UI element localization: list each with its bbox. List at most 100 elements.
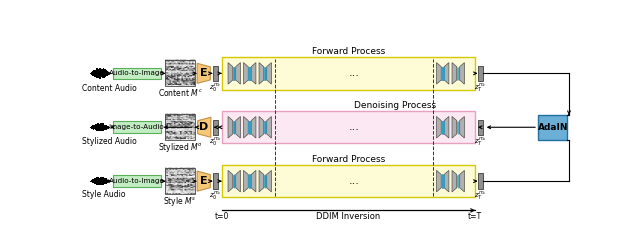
Bar [107,126,108,129]
Bar [249,120,250,134]
Bar [108,72,109,75]
Bar [102,177,103,185]
Bar [441,67,442,80]
Bar [95,178,96,184]
Bar [99,124,100,131]
Polygon shape [259,116,264,138]
Bar [248,67,249,80]
Text: Content $M^c$: Content $M^c$ [157,87,202,98]
Bar [93,125,95,129]
Bar [97,123,99,131]
Bar [443,175,444,187]
Bar [93,71,94,76]
Bar [102,69,103,78]
Bar [457,67,458,80]
Text: AdaIN: AdaIN [538,123,568,132]
Bar [107,71,108,76]
Bar [101,69,102,77]
Bar [92,179,93,183]
Bar [102,123,104,131]
Bar [165,168,195,194]
Bar [459,67,460,80]
Text: ...: ... [349,176,360,186]
Polygon shape [444,170,449,192]
Bar [95,124,97,130]
Bar [235,121,236,133]
Bar [100,123,101,132]
Text: Audio-to-Image: Audio-to-Image [109,70,164,76]
Bar [477,66,483,81]
Bar [90,127,92,128]
Text: $z_0^{m_c}$: $z_0^{m_c}$ [209,82,221,94]
Polygon shape [460,116,465,138]
Bar [248,175,249,187]
Text: $z_T^{m_c}$: $z_T^{m_c}$ [474,82,486,94]
Bar [91,72,92,75]
Bar [102,68,104,78]
Bar [538,115,568,140]
Polygon shape [436,116,441,138]
Bar [265,120,266,134]
Bar [102,177,104,185]
Polygon shape [436,62,441,84]
Text: Content Audio: Content Audio [83,84,137,93]
Text: E: E [200,68,208,78]
Bar [233,175,234,187]
Bar [105,124,107,130]
Polygon shape [244,62,248,84]
Text: Stylized Audio: Stylized Audio [83,137,137,145]
Polygon shape [252,116,256,138]
Bar [100,177,101,185]
Bar [457,121,458,133]
Polygon shape [236,170,241,192]
Bar [93,70,95,77]
Polygon shape [228,170,233,192]
Bar [95,70,96,77]
Text: E: E [200,176,208,186]
Bar [93,179,94,183]
Text: t=T: t=T [468,212,483,221]
Bar [92,71,93,76]
Bar [441,175,442,187]
Polygon shape [444,62,449,84]
Polygon shape [236,116,241,138]
Polygon shape [267,62,271,84]
Bar [250,121,251,133]
Bar [477,119,483,135]
Bar [100,68,101,79]
Polygon shape [236,62,241,84]
Polygon shape [244,116,248,138]
Bar [443,67,444,80]
Bar [98,124,99,131]
Bar [106,179,108,183]
Bar [98,69,99,78]
Bar [106,70,108,76]
Bar [249,67,250,80]
Bar [101,123,102,132]
Bar [107,180,108,183]
Text: ...: ... [349,68,360,78]
Bar [265,67,266,80]
Bar [105,178,107,184]
Text: $z_T^{m_o}$: $z_T^{m_o}$ [474,136,486,148]
Bar [212,66,218,81]
Text: $z_0^{m_o}$: $z_0^{m_o}$ [209,136,221,148]
Bar [222,111,476,143]
Bar [95,177,97,185]
Bar [104,69,105,78]
Bar [457,175,458,187]
Polygon shape [267,170,271,192]
Bar [101,177,102,185]
Bar [108,126,109,129]
Bar [93,125,94,130]
Bar [106,125,108,129]
Bar [442,67,443,80]
Bar [97,177,99,185]
Bar [441,121,442,133]
Bar [97,178,98,184]
Bar [443,121,444,133]
Bar [109,127,110,128]
Polygon shape [244,170,248,192]
Bar [104,178,105,184]
Bar [222,165,476,197]
